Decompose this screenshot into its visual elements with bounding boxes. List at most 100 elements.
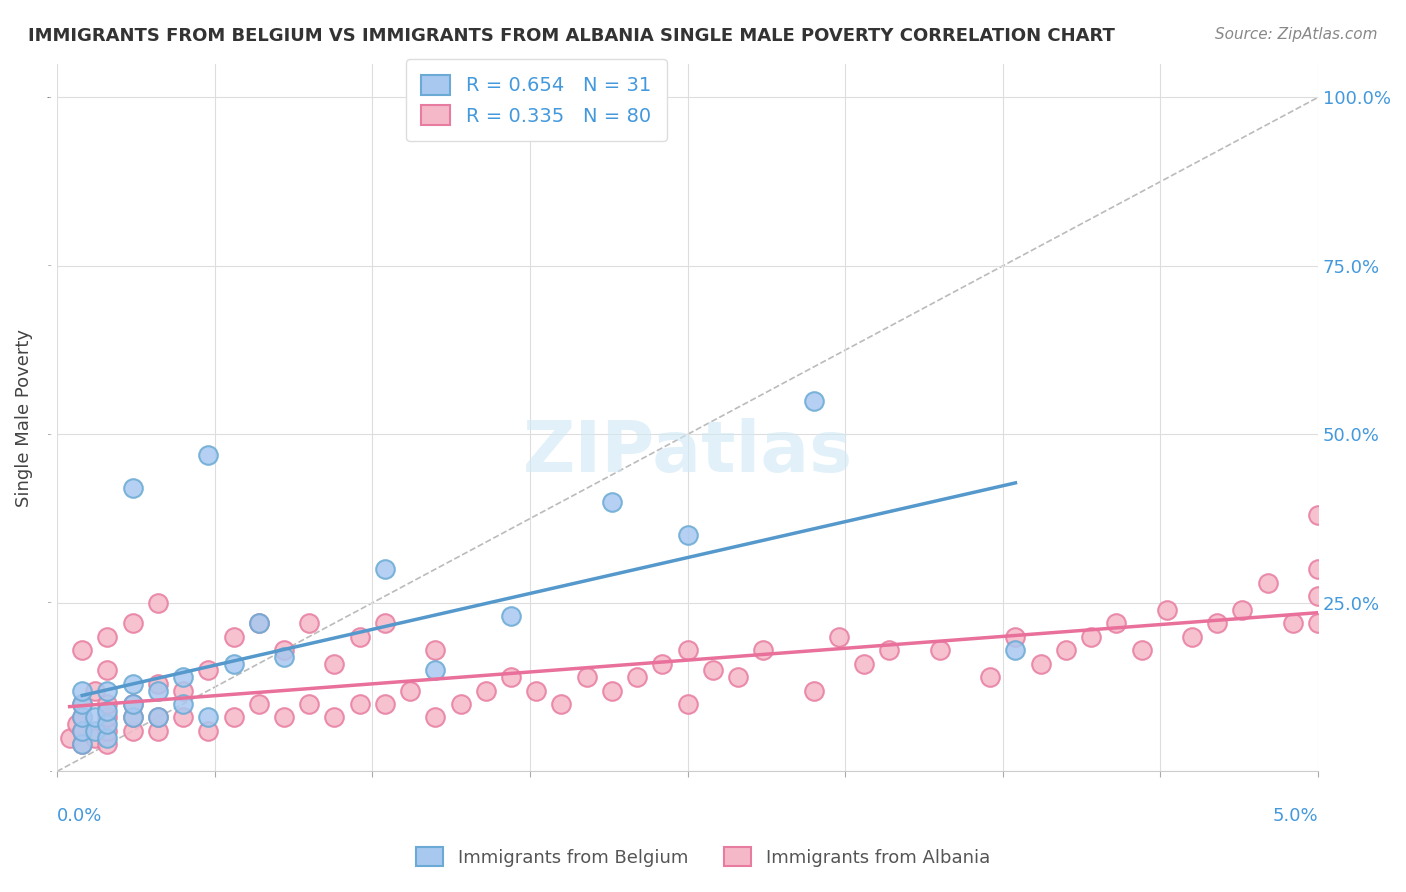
Point bbox=[1308, 589, 1330, 603]
Point bbox=[247, 616, 270, 631]
Point bbox=[96, 663, 118, 677]
Point bbox=[96, 683, 118, 698]
Point bbox=[651, 657, 673, 671]
Point bbox=[475, 683, 498, 698]
Point bbox=[96, 630, 118, 644]
Point bbox=[146, 723, 169, 738]
Point bbox=[222, 657, 245, 671]
Point bbox=[96, 717, 118, 731]
Point bbox=[121, 710, 143, 724]
Text: 5.0%: 5.0% bbox=[1272, 807, 1319, 825]
Point bbox=[626, 670, 648, 684]
Point bbox=[121, 677, 143, 691]
Point bbox=[197, 448, 219, 462]
Point bbox=[197, 723, 219, 738]
Point bbox=[1004, 630, 1026, 644]
Point bbox=[146, 710, 169, 724]
Point bbox=[70, 643, 93, 657]
Point bbox=[121, 616, 143, 631]
Point bbox=[1029, 657, 1052, 671]
Point bbox=[702, 663, 724, 677]
Legend: Immigrants from Belgium, Immigrants from Albania: Immigrants from Belgium, Immigrants from… bbox=[409, 840, 997, 874]
Point bbox=[323, 657, 346, 671]
Point bbox=[247, 616, 270, 631]
Point bbox=[676, 528, 699, 542]
Point bbox=[1130, 643, 1153, 657]
Point bbox=[1156, 602, 1178, 616]
Point bbox=[298, 697, 321, 711]
Point bbox=[676, 697, 699, 711]
Legend: R = 0.654   N = 31, R = 0.335   N = 80: R = 0.654 N = 31, R = 0.335 N = 80 bbox=[406, 59, 666, 141]
Point bbox=[70, 723, 93, 738]
Point bbox=[83, 731, 105, 745]
Text: Source: ZipAtlas.com: Source: ZipAtlas.com bbox=[1215, 27, 1378, 42]
Point bbox=[1004, 643, 1026, 657]
Point bbox=[83, 683, 105, 698]
Point bbox=[425, 710, 447, 724]
Point bbox=[727, 670, 749, 684]
Point bbox=[1282, 616, 1305, 631]
Y-axis label: Single Male Poverty: Single Male Poverty bbox=[15, 328, 32, 507]
Point bbox=[146, 710, 169, 724]
Point bbox=[222, 630, 245, 644]
Point bbox=[222, 710, 245, 724]
Point bbox=[1080, 630, 1102, 644]
Text: ZIPatlas: ZIPatlas bbox=[523, 418, 852, 487]
Point bbox=[70, 710, 93, 724]
Point bbox=[172, 670, 194, 684]
Point bbox=[399, 683, 422, 698]
Point bbox=[1308, 562, 1330, 576]
Point bbox=[1181, 630, 1204, 644]
Point bbox=[247, 697, 270, 711]
Point bbox=[96, 738, 118, 752]
Text: IMMIGRANTS FROM BELGIUM VS IMMIGRANTS FROM ALBANIA SINGLE MALE POVERTY CORRELATI: IMMIGRANTS FROM BELGIUM VS IMMIGRANTS FR… bbox=[28, 27, 1115, 45]
Point bbox=[928, 643, 950, 657]
Point bbox=[425, 643, 447, 657]
Point bbox=[70, 697, 93, 711]
Point bbox=[349, 630, 371, 644]
Point bbox=[1232, 602, 1254, 616]
Point bbox=[146, 683, 169, 698]
Point bbox=[499, 670, 522, 684]
Point bbox=[600, 495, 623, 509]
Point bbox=[146, 677, 169, 691]
Point bbox=[524, 683, 547, 698]
Point bbox=[1257, 575, 1279, 590]
Point bbox=[121, 481, 143, 495]
Point bbox=[172, 710, 194, 724]
Point bbox=[121, 697, 143, 711]
Point bbox=[853, 657, 876, 671]
Point bbox=[59, 731, 82, 745]
Point bbox=[349, 697, 371, 711]
Point bbox=[83, 710, 105, 724]
Point bbox=[70, 738, 93, 752]
Point bbox=[575, 670, 598, 684]
Point bbox=[803, 683, 825, 698]
Point bbox=[425, 663, 447, 677]
Point bbox=[96, 710, 118, 724]
Point bbox=[96, 704, 118, 718]
Point bbox=[70, 723, 93, 738]
Point bbox=[172, 697, 194, 711]
Point bbox=[879, 643, 901, 657]
Point bbox=[96, 723, 118, 738]
Point bbox=[273, 710, 295, 724]
Point bbox=[70, 738, 93, 752]
Point bbox=[121, 723, 143, 738]
Point bbox=[1206, 616, 1229, 631]
Point bbox=[197, 710, 219, 724]
Point bbox=[1308, 616, 1330, 631]
Point bbox=[374, 697, 396, 711]
Point bbox=[1054, 643, 1077, 657]
Point bbox=[979, 670, 1001, 684]
Point bbox=[374, 562, 396, 576]
Point bbox=[121, 697, 143, 711]
Point bbox=[803, 393, 825, 408]
Point bbox=[298, 616, 321, 631]
Point bbox=[752, 643, 775, 657]
Point bbox=[96, 731, 118, 745]
Point bbox=[600, 683, 623, 698]
Point bbox=[146, 596, 169, 610]
Point bbox=[66, 717, 89, 731]
Point bbox=[676, 643, 699, 657]
